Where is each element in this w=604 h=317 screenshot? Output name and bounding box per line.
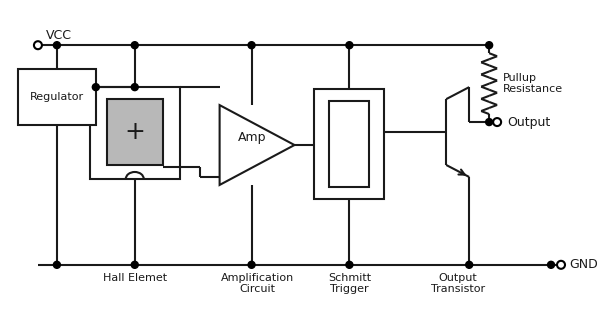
- Circle shape: [557, 261, 565, 269]
- Text: Output
Transistor: Output Transistor: [431, 273, 485, 294]
- Circle shape: [346, 261, 353, 268]
- Bar: [315, 89, 384, 199]
- Bar: [329, 101, 370, 187]
- Circle shape: [486, 119, 493, 126]
- Text: GND: GND: [569, 258, 598, 271]
- Text: +: +: [124, 120, 145, 144]
- Circle shape: [486, 42, 493, 49]
- Circle shape: [34, 41, 42, 49]
- Text: VCC: VCC: [46, 29, 72, 42]
- Circle shape: [466, 261, 473, 268]
- Text: Amplification
Circuit: Amplification Circuit: [220, 273, 294, 294]
- Circle shape: [53, 42, 60, 49]
- Text: Pullup
Resistance: Pullup Resistance: [503, 73, 564, 94]
- Text: Schmitt
Trigger: Schmitt Trigger: [328, 273, 371, 294]
- Circle shape: [131, 261, 138, 268]
- Circle shape: [493, 118, 501, 126]
- Text: Hall Elemet: Hall Elemet: [103, 273, 167, 283]
- Circle shape: [92, 84, 99, 91]
- Circle shape: [131, 84, 138, 91]
- Circle shape: [131, 42, 138, 49]
- Bar: [18, 69, 96, 125]
- Text: Regulator: Regulator: [30, 92, 84, 102]
- Circle shape: [346, 42, 353, 49]
- Circle shape: [248, 261, 255, 268]
- Bar: [90, 87, 179, 179]
- Text: Output: Output: [507, 116, 550, 129]
- Circle shape: [548, 261, 554, 268]
- Text: Amp: Amp: [238, 131, 266, 144]
- Circle shape: [53, 261, 60, 268]
- Circle shape: [248, 42, 255, 49]
- Bar: [107, 99, 162, 165]
